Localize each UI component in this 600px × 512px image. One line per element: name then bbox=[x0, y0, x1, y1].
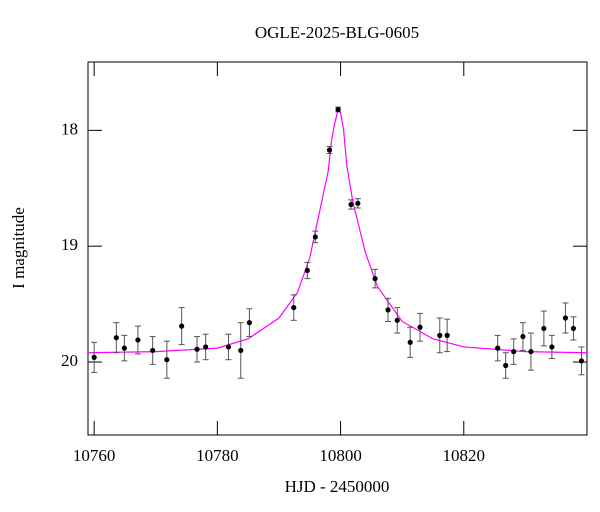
data-point bbox=[225, 344, 232, 350]
y-tick-label: 18 bbox=[61, 119, 78, 138]
data-point bbox=[150, 347, 156, 354]
model-curve bbox=[87, 108, 588, 354]
data-point bbox=[312, 234, 318, 240]
y-tick-label: 20 bbox=[61, 351, 78, 370]
data-point bbox=[570, 325, 577, 332]
data-point bbox=[394, 317, 400, 323]
data-point bbox=[541, 325, 547, 332]
data-point bbox=[528, 348, 534, 355]
y-tick-label: 19 bbox=[61, 235, 78, 254]
data-point bbox=[385, 307, 391, 313]
chart-title: OGLE-2025-BLG-0605 bbox=[255, 23, 419, 42]
data-point bbox=[520, 333, 526, 340]
data-point bbox=[355, 200, 361, 206]
data-point bbox=[562, 315, 569, 321]
x-tick-label: 10820 bbox=[443, 446, 486, 465]
x-tick-label: 10800 bbox=[319, 446, 362, 465]
data-point bbox=[304, 267, 310, 274]
data-point bbox=[511, 348, 517, 355]
data-point bbox=[179, 323, 185, 329]
data-point bbox=[444, 332, 450, 338]
data-point bbox=[348, 201, 354, 208]
data-point bbox=[437, 332, 443, 338]
data-point bbox=[503, 362, 509, 369]
data-point bbox=[326, 147, 333, 153]
data-point bbox=[549, 344, 555, 350]
plot-frame bbox=[87, 61, 588, 436]
data-point bbox=[135, 337, 141, 343]
data-point bbox=[417, 324, 423, 330]
data-point bbox=[203, 344, 209, 350]
data-point bbox=[164, 357, 170, 363]
data-point bbox=[291, 304, 297, 311]
x-tick-label: 10780 bbox=[196, 446, 239, 465]
data-point bbox=[194, 346, 200, 352]
data-point bbox=[113, 335, 119, 341]
data-point bbox=[578, 358, 585, 364]
x-tick-label: 10760 bbox=[73, 446, 116, 465]
data-point bbox=[238, 347, 244, 354]
data-point bbox=[495, 345, 501, 351]
y-axis-label: I magnitude bbox=[9, 207, 28, 289]
data-point bbox=[335, 106, 341, 113]
data-point bbox=[407, 339, 413, 345]
data-point bbox=[121, 345, 127, 351]
data-point bbox=[246, 320, 253, 326]
data-point bbox=[372, 276, 378, 282]
x-axis-label: HJD - 2450000 bbox=[285, 477, 390, 496]
data-point bbox=[91, 354, 97, 360]
